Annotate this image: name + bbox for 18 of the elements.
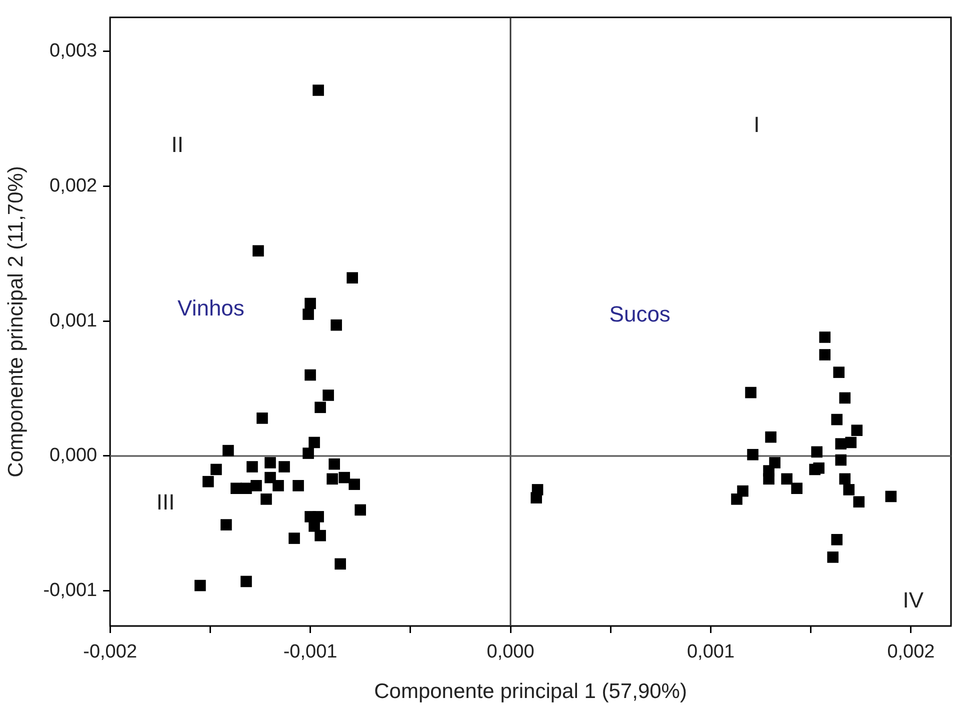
annotation: IV — [902, 588, 924, 613]
y-tick-label: -0,001 — [43, 580, 98, 602]
y-tick-label: 0,002 — [50, 175, 98, 196]
x-tick-label: -0,001 — [283, 642, 338, 663]
y-tick-label: 0,003 — [50, 40, 98, 62]
x-axis-title: Componente principal 1 (57,90%) — [374, 680, 687, 704]
x-tick-label: 0,001 — [686, 642, 735, 663]
x-tick-label: 0,002 — [887, 642, 935, 663]
x-tick-label: 0,000 — [486, 642, 534, 663]
annotation: Vinhos — [178, 296, 244, 321]
annotation: I — [754, 112, 760, 137]
annotation: Sucos — [609, 302, 670, 327]
y-axis-title: Componente principal 2 (11,70%) — [4, 166, 28, 478]
annotation: II — [171, 132, 184, 157]
y-tick-label: 0,001 — [50, 310, 98, 332]
y-tick-label: 0,000 — [50, 445, 98, 466]
annotation: III — [156, 490, 175, 515]
x-tick-label: -0,002 — [83, 642, 138, 663]
